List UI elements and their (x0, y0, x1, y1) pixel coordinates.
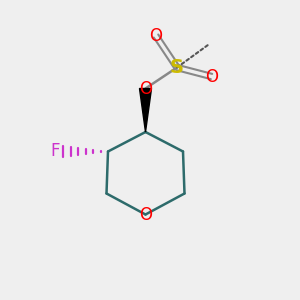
Text: F: F (50, 142, 60, 160)
Text: O: O (139, 206, 152, 224)
Polygon shape (140, 88, 152, 132)
Text: O: O (205, 68, 218, 85)
Text: O: O (149, 27, 163, 45)
Text: S: S (170, 58, 184, 77)
Text: O: O (139, 80, 152, 98)
